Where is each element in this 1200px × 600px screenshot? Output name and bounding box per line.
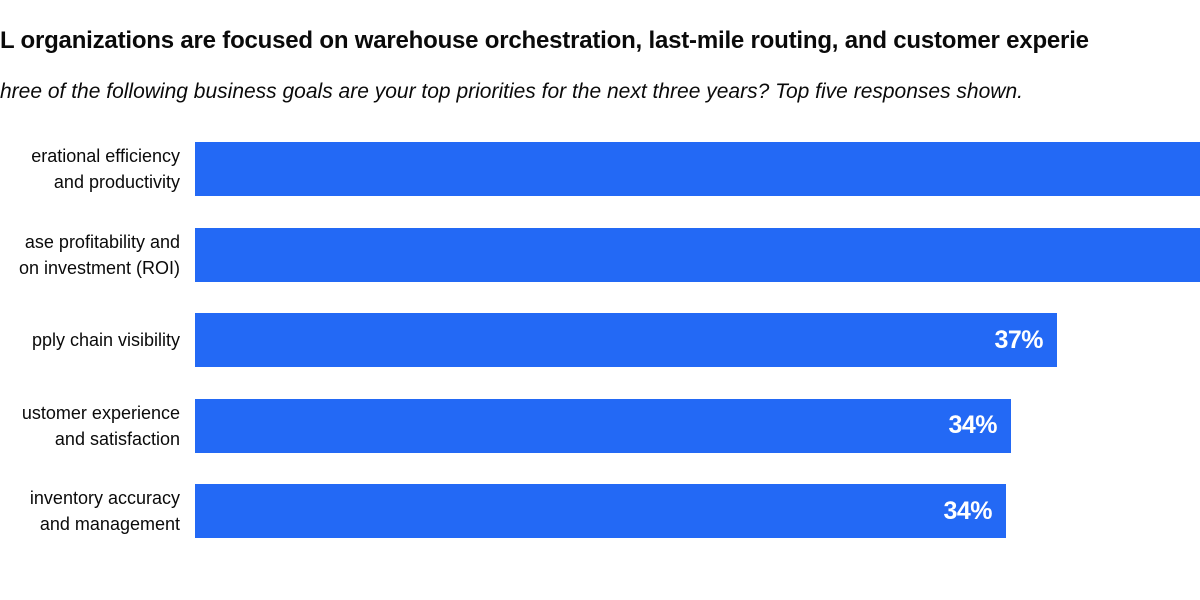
bar-row-operational-efficiency: erational efficiency and productivity: [0, 142, 1200, 196]
bar-value-label: 34%: [943, 496, 992, 525]
category-label: inventory accuracy and management: [0, 485, 180, 537]
bar: [195, 227, 1200, 282]
bar: 37%: [195, 313, 1057, 367]
category-label: pply chain visibility: [0, 327, 180, 353]
bar-track: [195, 142, 1200, 196]
category-label-line1: erational efficiency: [31, 146, 180, 166]
bar: 34%: [195, 484, 1006, 538]
category-label-line2: on investment (ROI): [18, 257, 180, 278]
category-label-line1: ustomer experience: [21, 402, 180, 423]
chart-title: L organizations are focused on warehouse…: [0, 27, 1089, 54]
bar-track: 37%: [195, 313, 1200, 367]
bar-value-label: 37%: [994, 325, 1043, 354]
category-label: ase profitability and on investment (ROI…: [0, 229, 180, 281]
bar-track: [195, 227, 1200, 282]
category-label: ustomer experience and satisfaction: [0, 400, 180, 452]
bar-track: 34%: [195, 398, 1200, 453]
bar: [195, 142, 1200, 196]
category-label-line2: and management: [39, 514, 180, 534]
category-label-line1: pply chain visibility: [31, 330, 180, 350]
bar-row-customer-experience: ustomer experience and satisfaction 34%: [0, 398, 1200, 453]
bar-value-label: 34%: [948, 411, 997, 439]
chart-subtitle: hree of the following business goals are…: [0, 80, 1023, 103]
category-label-line2: and productivity: [53, 172, 180, 192]
category-label-line2: and satisfaction: [54, 428, 180, 449]
bar-row-supply-chain-visibility: pply chain visibility 37%: [0, 313, 1200, 367]
category-label: erational efficiency and productivity: [0, 143, 180, 195]
category-label-line1: inventory accuracy: [29, 488, 180, 508]
bar: 34%: [195, 398, 1011, 453]
bar-row-profitability-roi: ase profitability and on investment (ROI…: [0, 227, 1200, 282]
bar-chart: erational efficiency and productivity as…: [0, 142, 1200, 538]
bar-row-inventory-accuracy: inventory accuracy and management 34%: [0, 484, 1200, 538]
bar-track: 34%: [195, 484, 1200, 538]
category-label-line1: ase profitability and: [24, 231, 180, 252]
